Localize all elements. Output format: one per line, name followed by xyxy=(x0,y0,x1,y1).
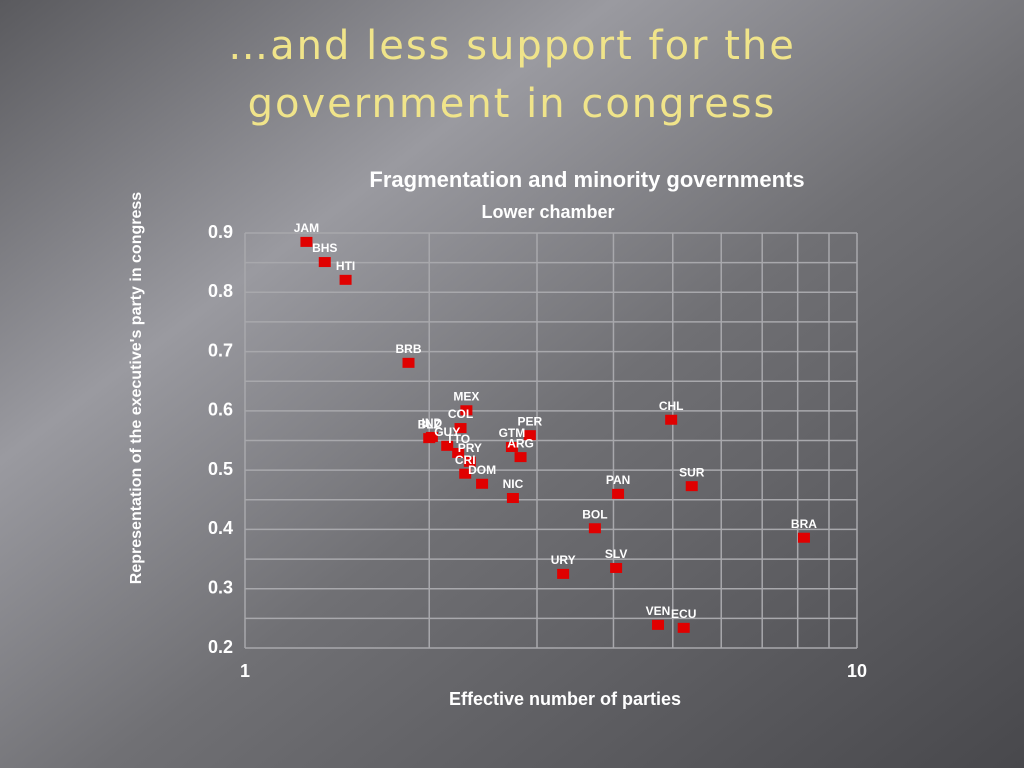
point-label: HTI xyxy=(336,259,355,273)
point xyxy=(441,440,454,451)
x-tick-label: 10 xyxy=(847,661,867,681)
point xyxy=(612,488,625,499)
point xyxy=(557,568,570,579)
point-label: ECU xyxy=(671,607,696,621)
point xyxy=(588,523,601,534)
y-tick-label: 0.2 xyxy=(208,637,233,657)
point xyxy=(514,452,527,463)
y-tick-label: 0.9 xyxy=(208,222,233,242)
point xyxy=(402,357,415,368)
point xyxy=(476,478,489,489)
slide-title: government in congress xyxy=(248,81,777,127)
point-label: SLV xyxy=(605,547,627,561)
point xyxy=(339,274,352,285)
point-label: JAM xyxy=(294,221,319,235)
point xyxy=(463,456,476,467)
point-label: COL xyxy=(448,407,473,421)
x-axis-label: Effective number of parties xyxy=(449,689,681,709)
point-label: TTO xyxy=(446,432,470,446)
y-tick-label: 0.5 xyxy=(208,459,233,479)
point-label: MEX xyxy=(453,389,479,403)
point-label: GTM xyxy=(499,426,526,440)
point-label: CHL xyxy=(659,399,684,413)
point xyxy=(300,236,313,247)
point-label: BLZ xyxy=(418,417,441,431)
point xyxy=(665,414,678,425)
point-label: PER xyxy=(517,414,542,428)
point-label: IND xyxy=(422,416,443,430)
y-tick-label: 0.7 xyxy=(208,340,233,360)
point xyxy=(797,532,810,543)
point-label: CRI xyxy=(455,453,476,467)
x-tick-label: 1 xyxy=(240,661,250,681)
point-label: URY xyxy=(551,553,576,567)
point-label: NIC xyxy=(503,477,524,491)
point xyxy=(685,481,698,492)
y-axis-label: Representation of the executive's party … xyxy=(128,192,145,584)
point xyxy=(452,447,465,458)
point-label: SUR xyxy=(679,465,705,479)
point-label: PRY xyxy=(458,441,482,455)
point-label: GUY xyxy=(434,425,460,439)
point xyxy=(318,257,331,268)
point-label: BHS xyxy=(312,241,337,255)
y-tick-label: 0.4 xyxy=(208,518,233,538)
y-tick-label: 0.6 xyxy=(208,400,233,420)
point xyxy=(460,405,473,416)
point xyxy=(677,622,690,633)
point-label: BRB xyxy=(396,342,422,356)
y-tick-label: 0.3 xyxy=(208,577,233,597)
point-label: BOL xyxy=(582,507,607,521)
point xyxy=(610,562,623,573)
point xyxy=(425,431,438,442)
y-tick-label: 0.8 xyxy=(208,281,233,301)
chart-subtitle: Lower chamber xyxy=(481,202,614,222)
point xyxy=(652,619,665,630)
point-label: BRA xyxy=(791,517,817,531)
point xyxy=(454,423,467,434)
point-label: DOM xyxy=(468,463,496,477)
point xyxy=(506,493,519,504)
point xyxy=(459,468,472,479)
chart-title: Fragmentation and minority governments xyxy=(369,167,804,192)
slide-title: …and less support for the xyxy=(228,23,796,69)
point-label: VEN xyxy=(646,604,671,618)
point xyxy=(523,430,536,441)
point-label: ARG xyxy=(507,436,534,450)
point xyxy=(505,442,518,453)
point-label: PAN xyxy=(606,473,630,487)
